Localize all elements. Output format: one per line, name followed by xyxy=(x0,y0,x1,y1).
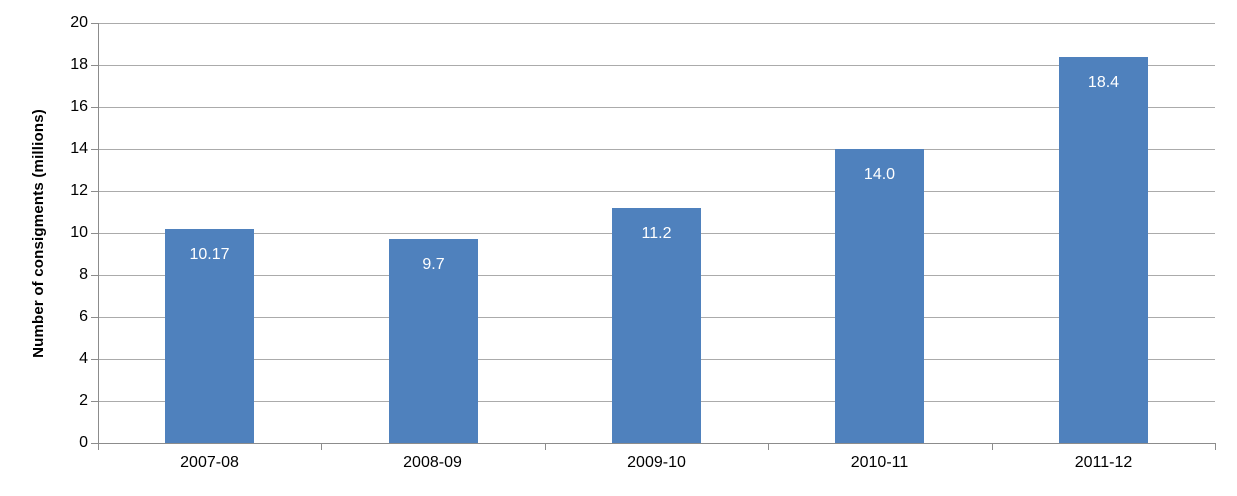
y-tick-label: 8 xyxy=(79,266,88,283)
gridline xyxy=(98,23,1215,24)
y-tick-mark xyxy=(91,191,98,192)
y-tick-label: 4 xyxy=(79,350,88,367)
y-tick-label: 18 xyxy=(70,56,88,73)
gridline xyxy=(98,65,1215,66)
y-tick-label: 16 xyxy=(70,98,88,115)
y-tick-label: 20 xyxy=(70,14,88,31)
x-axis-label: 2007-08 xyxy=(180,454,239,471)
bar-value-label: 9.7 xyxy=(422,256,445,273)
x-tick-mark xyxy=(321,444,322,450)
y-tick-label: 10 xyxy=(70,224,88,241)
x-tick-mark xyxy=(1215,444,1216,450)
x-axis-label: 2011-12 xyxy=(1074,454,1133,471)
y-tick-mark xyxy=(91,443,98,444)
bar-2011-12: 18.4 xyxy=(1059,57,1148,443)
bar-2010-11: 14.0 xyxy=(835,149,924,443)
bar-value-label: 11.2 xyxy=(641,225,672,242)
x-axis-label: 2009-10 xyxy=(627,454,686,471)
bar-value-label: 10.17 xyxy=(189,246,230,263)
y-tick-mark xyxy=(91,359,98,360)
y-tick-mark xyxy=(91,107,98,108)
gridline xyxy=(98,149,1215,150)
y-tick-label: 12 xyxy=(70,182,88,199)
y-axis-line xyxy=(98,23,99,443)
y-tick-label: 2 xyxy=(79,392,88,409)
y-tick-label: 0 xyxy=(79,434,88,451)
bar-value-label: 14.0 xyxy=(863,166,896,183)
y-tick-mark xyxy=(91,233,98,234)
plot-area: 10.17 9.7 11.2 14.0 18.4 xyxy=(98,23,1215,443)
bar-2007-08: 10.17 xyxy=(165,229,254,443)
bar-2008-09: 9.7 xyxy=(389,239,478,443)
x-tick-mark xyxy=(768,444,769,450)
x-tick-mark xyxy=(992,444,993,450)
y-tick-label: 14 xyxy=(70,140,88,157)
bar-2009-10: 11.2 xyxy=(612,208,701,443)
y-tick-label: 6 xyxy=(79,308,88,325)
gridline xyxy=(98,191,1215,192)
x-axis-line xyxy=(92,443,1216,444)
x-tick-mark xyxy=(98,444,99,450)
gridline xyxy=(98,107,1215,108)
bar-value-label: 18.4 xyxy=(1087,74,1120,91)
y-tick-mark xyxy=(91,149,98,150)
x-axis-label: 2010-11 xyxy=(850,454,909,471)
y-tick-mark xyxy=(91,65,98,66)
y-tick-mark xyxy=(91,401,98,402)
y-tick-mark xyxy=(91,317,98,318)
y-tick-mark xyxy=(91,23,98,24)
x-tick-mark xyxy=(545,444,546,450)
y-tick-mark xyxy=(91,275,98,276)
x-axis-label: 2008-09 xyxy=(403,454,462,471)
